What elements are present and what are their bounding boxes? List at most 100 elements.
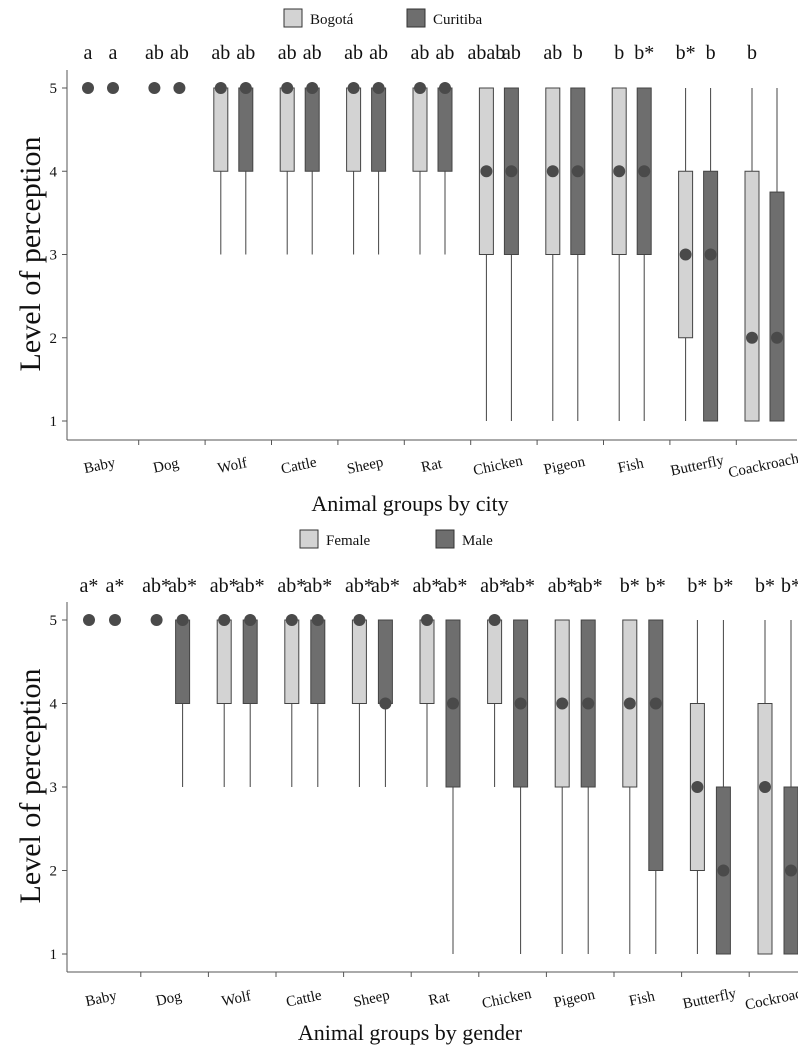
x-tick-label: Wolf bbox=[220, 988, 252, 1010]
y-axis-label: Level of perception bbox=[14, 669, 47, 904]
y-tick-label: 5 bbox=[50, 613, 58, 629]
median-marker bbox=[546, 165, 559, 178]
median-marker bbox=[717, 864, 730, 877]
median-marker bbox=[372, 82, 385, 94]
significance-label: ab* bbox=[480, 575, 509, 597]
box-iqr bbox=[346, 87, 362, 172]
x-tick-label: Dog bbox=[152, 455, 181, 476]
box-bogotá-chicken bbox=[478, 87, 494, 421]
y-tick-label: 2 bbox=[50, 864, 58, 880]
x-tick-label: Dog bbox=[154, 988, 183, 1009]
box-male-sheep bbox=[377, 619, 393, 787]
box-male-fish bbox=[648, 619, 664, 954]
box-iqr bbox=[213, 87, 229, 172]
box-iqr bbox=[310, 619, 326, 704]
box-iqr bbox=[175, 619, 191, 704]
median-marker bbox=[488, 614, 501, 626]
box-male-dog bbox=[175, 614, 191, 787]
box-female-pigeon bbox=[554, 619, 570, 954]
y-tick-label: 5 bbox=[50, 81, 58, 97]
box-female-cockroach bbox=[757, 620, 773, 955]
significance-label: a bbox=[84, 42, 93, 64]
median-marker bbox=[285, 614, 298, 626]
box-iqr bbox=[703, 170, 719, 422]
box-iqr bbox=[769, 191, 785, 422]
significance-label: ab* bbox=[142, 575, 171, 597]
box-iqr bbox=[304, 87, 320, 172]
median-marker bbox=[679, 248, 692, 261]
median-marker bbox=[421, 614, 433, 626]
significance-label: b bbox=[573, 42, 583, 64]
significance-label: ab bbox=[145, 42, 164, 64]
median-marker bbox=[173, 82, 186, 94]
median-marker bbox=[244, 614, 257, 626]
x-tick-label: Fish bbox=[617, 455, 646, 476]
box-bogotá-fish bbox=[611, 87, 627, 421]
median-marker bbox=[83, 614, 95, 626]
box-iqr bbox=[279, 87, 295, 172]
median-marker bbox=[414, 82, 426, 94]
y-tick-label: 3 bbox=[50, 248, 58, 264]
box-iqr bbox=[238, 87, 254, 172]
box-curitiba-dog bbox=[173, 82, 186, 94]
median-marker bbox=[82, 82, 94, 94]
x-axis-label: Animal groups by gender bbox=[298, 1020, 523, 1045]
box-iqr bbox=[437, 87, 453, 172]
legend-swatch bbox=[435, 529, 455, 549]
y-axis-label: Level of perception bbox=[14, 137, 47, 372]
box-iqr bbox=[487, 619, 503, 704]
box-bogotá-sheep bbox=[346, 82, 362, 255]
median-marker bbox=[214, 82, 227, 94]
significance-label: ab bbox=[436, 42, 455, 64]
box-bogotá-pigeon bbox=[545, 87, 561, 421]
significance-label: ab bbox=[303, 42, 322, 64]
significance-label: ab* bbox=[439, 575, 468, 597]
box-curitiba-coackroach bbox=[769, 88, 785, 422]
box-female-baby bbox=[83, 614, 95, 626]
median-marker bbox=[571, 165, 584, 178]
x-axis-label: Animal groups by city bbox=[311, 491, 508, 516]
significance-label: ab bbox=[543, 42, 562, 64]
box-female-cattle bbox=[284, 614, 300, 787]
median-marker bbox=[311, 614, 324, 626]
legend-swatch bbox=[299, 529, 319, 549]
significance-label: a bbox=[109, 42, 118, 64]
median-marker bbox=[379, 697, 392, 710]
box-female-butterfly bbox=[689, 620, 705, 954]
box-male-rat bbox=[445, 619, 461, 954]
x-tick-label: Rat bbox=[420, 456, 445, 476]
median-marker bbox=[150, 614, 163, 626]
median-marker bbox=[480, 165, 493, 178]
box-iqr bbox=[242, 619, 258, 704]
x-tick-label: Wolf bbox=[216, 455, 248, 477]
significance-label: b* bbox=[634, 42, 654, 64]
y-tick-label: 4 bbox=[50, 697, 58, 713]
legend-label: Female bbox=[326, 533, 370, 549]
box-bogotá-wolf bbox=[213, 82, 229, 255]
x-tick-label: Chicken bbox=[472, 453, 525, 479]
box-male-cockroach bbox=[783, 620, 798, 955]
box-bogotá-butterfly bbox=[678, 88, 694, 421]
box-male-cattle bbox=[310, 614, 326, 787]
legend-label: Curitiba bbox=[433, 12, 483, 28]
x-tick-label: Pigeon bbox=[542, 454, 587, 478]
significance-label: a* bbox=[106, 575, 125, 597]
median-marker bbox=[281, 82, 294, 94]
chart-1: Bogotá Curitiba 1 2 3 4 5 Level of perception An… bbox=[14, 8, 798, 516]
significance-label: ab bbox=[170, 42, 189, 64]
box-bogotá-rat bbox=[412, 82, 428, 255]
box-curitiba-cattle bbox=[304, 82, 320, 255]
box-iqr bbox=[351, 619, 367, 704]
significance-label: a* bbox=[80, 575, 99, 597]
significance-label: b* bbox=[687, 575, 707, 597]
box-iqr bbox=[284, 619, 300, 704]
x-tick-label: Chicken bbox=[481, 986, 534, 1012]
median-marker bbox=[649, 697, 662, 710]
significance-label: b* bbox=[755, 575, 775, 597]
y-tick-label: 1 bbox=[50, 414, 58, 430]
y-tick-label: 2 bbox=[50, 331, 58, 347]
box-curitiba-wolf bbox=[238, 82, 254, 255]
box-female-chicken bbox=[487, 614, 503, 787]
significance-label: ab* bbox=[303, 575, 332, 597]
